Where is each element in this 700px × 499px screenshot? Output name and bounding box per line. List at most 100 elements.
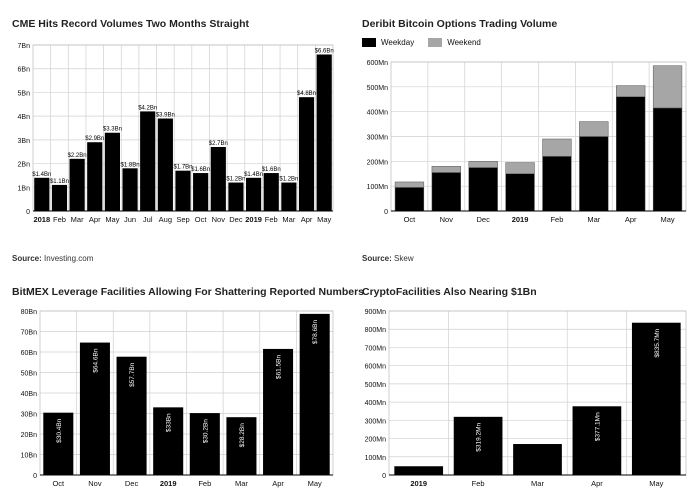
data-label: $319.2Mn xyxy=(476,422,483,451)
x-tick-label: Apr xyxy=(301,215,313,224)
bar xyxy=(175,170,191,211)
y-tick-label: 40Bn xyxy=(21,391,37,398)
x-tick-label: Dec xyxy=(229,215,243,224)
y-tick-label: 3Bn xyxy=(18,138,31,145)
y-tick-label: 0 xyxy=(384,209,388,216)
x-tick-label: May xyxy=(105,215,119,224)
bar xyxy=(51,184,68,211)
y-tick-label: 70Bn xyxy=(21,330,37,337)
bar xyxy=(453,416,503,475)
y-tick-label: 6Bn xyxy=(18,67,31,74)
data-label: $2.7Bn xyxy=(209,141,228,147)
x-tick-label: May xyxy=(317,215,331,224)
y-tick-label: 200Mn xyxy=(367,159,389,166)
legend-swatch-weekday xyxy=(362,38,376,47)
data-label: $64.6Bn xyxy=(92,348,99,373)
x-tick-label: Apr xyxy=(272,479,284,488)
y-tick-label: 300Mn xyxy=(367,135,389,142)
bar-segment-weekend xyxy=(468,161,498,168)
legend: Weekday Weekend xyxy=(362,38,495,47)
y-tick-label: 30Bn xyxy=(21,412,37,419)
y-tick-label: 20Bn xyxy=(21,432,37,439)
data-label: $1.8Bn xyxy=(121,162,140,168)
x-tick-label: Apr xyxy=(625,215,637,224)
y-tick-label: 800Mn xyxy=(365,327,387,334)
x-tick-label: Mar xyxy=(71,215,84,224)
bar-segment-weekend xyxy=(616,85,646,98)
x-tick-label: Oct xyxy=(52,479,65,488)
data-label: $4.8Bn xyxy=(297,91,316,97)
bar xyxy=(210,146,226,211)
data-label: $1.6Bn xyxy=(191,167,210,173)
bar xyxy=(140,111,156,211)
bar xyxy=(246,177,262,211)
x-tick-label: Nov xyxy=(440,215,454,224)
x-tick-label: Nov xyxy=(88,479,102,488)
x-tick-label: Feb xyxy=(472,479,485,488)
chart-title-deribit: Deribit Bitcoin Options Trading Volume xyxy=(362,18,558,30)
bar xyxy=(281,182,297,211)
data-label: $1.1Bn xyxy=(50,179,69,185)
y-tick-label: 0 xyxy=(33,473,37,480)
x-tick-label: 2018 xyxy=(33,215,50,224)
x-tick-label: Jun xyxy=(124,215,136,224)
bar xyxy=(631,322,681,475)
x-tick-label: 2019 xyxy=(245,215,262,224)
y-tick-label: 100Mn xyxy=(367,184,389,191)
bar xyxy=(513,444,562,475)
source-note-deribit: Source: Skew xyxy=(362,254,414,263)
chart-title-cryptofacilities: CryptoFacilities Also Nearing $1Bn xyxy=(362,286,537,298)
x-tick-label: Sep xyxy=(176,215,189,224)
y-tick-label: 300Mn xyxy=(365,418,387,425)
data-label: $3.3Bn xyxy=(103,127,122,133)
data-label: $1.4Bn xyxy=(244,172,263,178)
y-tick-label: 50Bn xyxy=(21,371,37,378)
x-tick-label: Aug xyxy=(159,215,172,224)
y-tick-label: 400Mn xyxy=(367,110,389,117)
y-tick-label: 60Bn xyxy=(21,350,37,357)
bar xyxy=(298,97,315,211)
x-tick-label: May xyxy=(649,479,663,488)
bar xyxy=(79,342,110,475)
bar xyxy=(263,173,279,211)
bar-segment-weekend xyxy=(652,65,683,109)
data-label: $28.2Bn xyxy=(239,423,246,448)
legend-item-weekend: Weekend xyxy=(428,38,481,47)
y-tick-label: 500Mn xyxy=(365,382,387,389)
x-tick-label: Oct xyxy=(195,215,208,224)
source-note-cme: Source: Investing.com xyxy=(12,254,93,263)
data-label: $57.7Bn xyxy=(129,362,136,387)
data-label: $1.4Bn xyxy=(32,172,51,178)
y-tick-label: 1Bn xyxy=(18,185,31,192)
data-label: $1.7Bn xyxy=(173,165,192,171)
x-tick-label: Dec xyxy=(477,215,491,224)
y-tick-label: 600Mn xyxy=(367,60,389,67)
bar xyxy=(394,466,444,475)
bar-segment-weekend xyxy=(431,166,461,173)
x-tick-label: 2019 xyxy=(410,479,427,488)
bar xyxy=(122,168,138,211)
data-label: $61.5Bn xyxy=(276,355,283,380)
data-label: $3.9Bn xyxy=(156,113,175,119)
data-label: $33Bn xyxy=(166,413,173,432)
y-tick-label: 5Bn xyxy=(18,90,31,97)
x-tick-label: Mar xyxy=(235,479,248,488)
legend-item-weekday: Weekday xyxy=(362,38,414,47)
y-tick-label: 900Mn xyxy=(365,309,387,316)
x-tick-label: Mar xyxy=(282,215,295,224)
y-tick-label: 400Mn xyxy=(365,400,387,407)
x-tick-label: Jul xyxy=(143,215,153,224)
bar xyxy=(43,412,74,475)
y-tick-label: 100Mn xyxy=(365,455,387,462)
bar-segment-weekday xyxy=(616,96,646,212)
data-label: $2.2Bn xyxy=(68,153,87,159)
bar xyxy=(316,54,332,211)
bar-segment-weekend xyxy=(394,181,425,188)
x-tick-label: May xyxy=(660,215,674,224)
x-tick-label: Apr xyxy=(591,479,603,488)
bar-segment-weekday xyxy=(542,156,572,212)
x-tick-label: Dec xyxy=(125,479,139,488)
y-tick-label: 600Mn xyxy=(365,364,387,371)
bar xyxy=(87,142,103,211)
